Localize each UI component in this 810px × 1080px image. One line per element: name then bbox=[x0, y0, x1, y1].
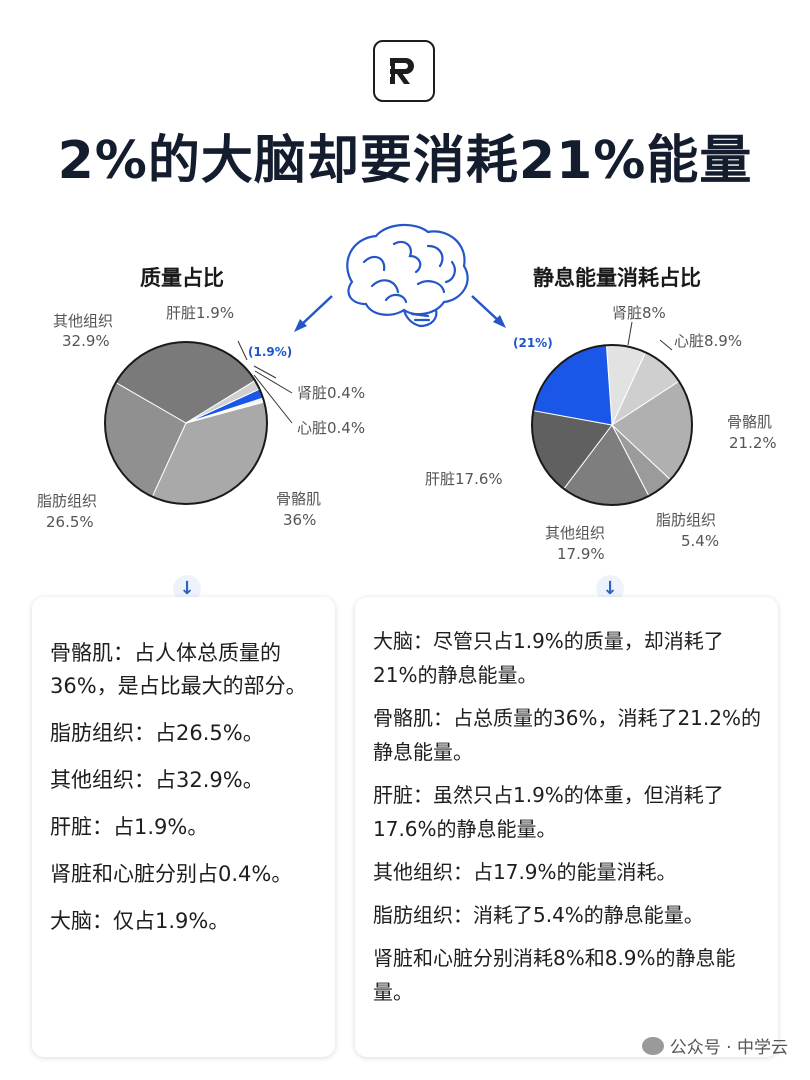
label-energy-kidney: 肾脏8% bbox=[612, 304, 666, 322]
watermark: 公众号 · 中学云 bbox=[641, 1033, 788, 1058]
label-mass-muscle-value: 36% bbox=[283, 511, 316, 529]
label-energy-fat-name: 脂肪组织 bbox=[656, 511, 716, 529]
pie-chart-mass bbox=[104, 341, 268, 505]
leader-lines-mass bbox=[237, 340, 293, 424]
note-item: 肾脏和心脏分别占0.4%。 bbox=[50, 862, 293, 886]
note-item: 其他组织：占32.9%。 bbox=[50, 768, 264, 792]
pie-chart-energy bbox=[531, 344, 693, 506]
label-energy-liver: 肝脏17.6% bbox=[425, 470, 503, 488]
arrow-to-mass-chart bbox=[294, 295, 333, 332]
wechat-icon bbox=[641, 1036, 664, 1055]
brain-icon bbox=[346, 223, 469, 328]
mass-notes-card: 骨骼肌：占人体总质量的36%，是占比最大的部分。 脂肪组织：占26.5%。 其他… bbox=[32, 597, 335, 1057]
label-energy-brain: (21%) bbox=[513, 336, 553, 350]
label-mass-other-name: 其他组织 bbox=[53, 312, 113, 330]
note-item: 肝脏：占1.9%。 bbox=[50, 815, 209, 839]
logo bbox=[373, 40, 435, 102]
label-mass-liver: 肝脏1.9% bbox=[166, 304, 234, 322]
leader-lines-energy bbox=[627, 321, 673, 351]
note-item: 大脑：仅占1.9%。 bbox=[50, 909, 230, 933]
charts-canvas: 其他组织 32.9% 肝脏1.9% (1.9%) 肾脏0.4% 心脏0.4% 脂… bbox=[37, 223, 777, 563]
chart-title-mass: 质量占比 bbox=[140, 266, 224, 290]
mass-outline bbox=[104, 341, 268, 505]
label-mass-other-value: 32.9% bbox=[62, 332, 110, 350]
note-item: 骨骼肌：占人体总质量的36%，是占比最大的部分。 bbox=[50, 641, 307, 698]
chart-title-energy: 静息能量消耗占比 bbox=[533, 266, 701, 290]
label-energy-other-value: 17.9% bbox=[557, 545, 605, 563]
label-mass-kidney: 肾脏0.4% bbox=[297, 384, 365, 402]
energy-outline bbox=[531, 344, 693, 506]
note-item: 肾脏和心脏分别消耗8%和8.9%的静息能量。 bbox=[373, 946, 736, 1004]
label-mass-muscle-name: 骨骼肌 bbox=[276, 490, 321, 508]
arrow-to-energy-chart bbox=[471, 295, 506, 328]
note-item: 其他组织：占17.9%的能量消耗。 bbox=[373, 860, 677, 884]
label-mass-heart: 心脏0.4% bbox=[297, 419, 365, 437]
note-item: 肝脏：虽然只占1.9%的体重，但消耗了17.6%的静息能量。 bbox=[373, 783, 724, 841]
label-energy-heart: 心脏8.9% bbox=[674, 332, 742, 350]
note-item: 大脑：尽管只占1.9%的质量，却消耗了21%的静息能量。 bbox=[373, 629, 724, 687]
note-item: 脂肪组织：消耗了5.4%的静息能量。 bbox=[373, 903, 704, 927]
watermark-text: 公众号 · 中学云 bbox=[669, 1038, 788, 1058]
energy-notes-card: 大脑：尽管只占1.9%的质量，却消耗了21%的静息能量。 骨骼肌：占总质量的36… bbox=[355, 597, 778, 1057]
label-energy-muscle-name: 骨骼肌 bbox=[727, 413, 772, 431]
label-energy-fat-value: 5.4% bbox=[681, 532, 719, 550]
page-title: 2%的大脑却要消耗21%能量 bbox=[57, 131, 753, 191]
label-energy-other-name: 其他组织 bbox=[545, 524, 605, 542]
note-item: 骨骼肌：占总质量的36%，消耗了21.2%的静息能量。 bbox=[373, 706, 761, 764]
energy-slice bbox=[532, 344, 613, 426]
label-energy-muscle-value: 21.2% bbox=[729, 434, 777, 452]
label-mass-fat-name: 脂肪组织 bbox=[37, 492, 97, 510]
label-mass-fat-value: 26.5% bbox=[46, 513, 94, 531]
note-item: 脂肪组织：占26.5%。 bbox=[50, 721, 264, 745]
label-mass-brain: (1.9%) bbox=[248, 345, 292, 359]
logo-r-icon bbox=[386, 58, 414, 84]
